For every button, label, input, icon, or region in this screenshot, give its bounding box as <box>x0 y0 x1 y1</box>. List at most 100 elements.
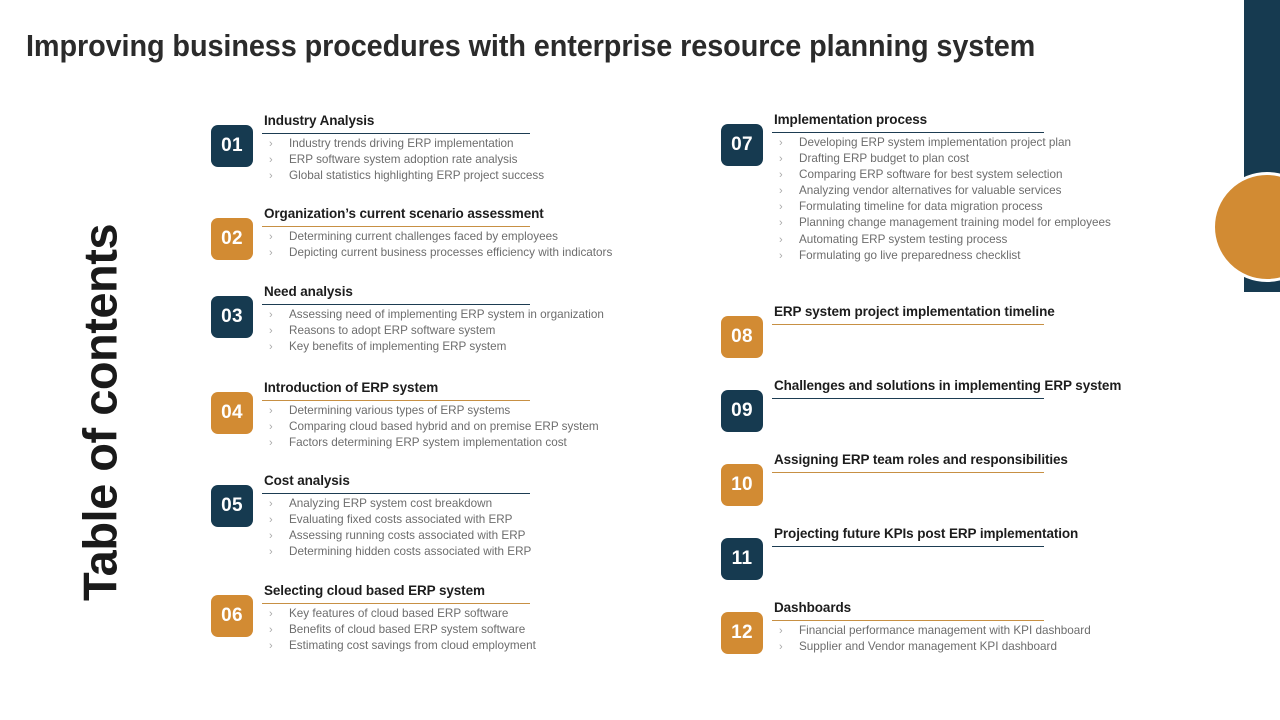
section-title: Organization’s current scenario assessme… <box>264 206 544 221</box>
section-number-badge: 02 <box>211 218 253 260</box>
toc-section-06[interactable]: 06 Selecting cloud based ERP system › Key f… <box>211 583 536 660</box>
list-item[interactable]: › Factors determining ERP system implemen… <box>269 435 599 451</box>
list-item-label: Financial performance management with KP… <box>799 624 1091 637</box>
list-item[interactable]: › ERP software system adoption rate analy… <box>269 152 544 168</box>
list-item[interactable]: › Financial performance management with K… <box>779 623 1091 639</box>
toc-section-07[interactable]: 07 Implementation process › Developing ERP … <box>721 112 1111 270</box>
section-title: Implementation process <box>774 112 928 127</box>
table-of-contents-label: Table of contents <box>73 223 127 602</box>
list-item[interactable]: › Planning change management training mod… <box>779 215 1111 231</box>
list-item-label: Comparing ERP software for best system s… <box>799 168 1063 182</box>
list-item[interactable]: › Key benefits of implementing ERP system <box>269 339 604 355</box>
list-item[interactable]: › Developing ERP system implementation pr… <box>779 135 1111 151</box>
section-number-badge: 06 <box>211 595 253 637</box>
toc-section-10[interactable]: 10 Assigning ERP team roles and responsib… <box>721 452 1068 506</box>
page-title: Improving business procedures with enter… <box>26 28 1036 63</box>
chevron-right-icon: › <box>269 421 273 434</box>
list-item-label: Comparing cloud based hybrid and on prem… <box>289 420 599 434</box>
chevron-right-icon: › <box>269 514 273 527</box>
toc-section-04[interactable]: 04 Introduction of ERP system › Determining… <box>211 380 599 457</box>
toc-section-02[interactable]: 02 Organization’s current scenario assess… <box>211 206 612 267</box>
chevron-right-icon: › <box>269 530 273 543</box>
list-item-label: Determining current challenges faced by … <box>289 230 558 243</box>
list-item-label: Assessing running costs associated with … <box>289 529 526 543</box>
section-bullet-list: › Financial performance management with K… <box>779 623 1091 655</box>
section-number-badge: 12 <box>721 612 763 654</box>
toc-section-03[interactable]: 03 Need analysis › Assessing need of implem… <box>211 284 604 361</box>
chevron-right-icon: › <box>779 201 783 214</box>
list-item[interactable]: › Assessing need of implementing ERP syst… <box>269 307 604 323</box>
list-item-label: Supplier and Vendor management KPI dashb… <box>799 640 1057 654</box>
list-item[interactable]: › Drafting ERP budget to plan cost <box>779 151 1111 167</box>
chevron-right-icon: › <box>269 247 273 260</box>
section-title: Assigning ERP team roles and responsibil… <box>774 452 1068 467</box>
toc-section-09[interactable]: 09 Challenges and solutions in implementi… <box>721 378 1121 432</box>
section-title: Need analysis <box>264 284 353 299</box>
section-number-badge: 05 <box>211 485 253 527</box>
list-item[interactable]: › Key features of cloud based ERP softwar… <box>269 606 536 622</box>
toc-section-05[interactable]: 05 Cost analysis › Analyzing ERP system cos… <box>211 473 531 566</box>
chevron-right-icon: › <box>779 185 783 198</box>
list-item[interactable]: › Determining hidden costs associated wit… <box>269 544 531 560</box>
list-item-label: Evaluating fixed costs associated with E… <box>289 513 513 527</box>
section-bullet-list: › Determining current challenges faced by… <box>269 229 612 261</box>
list-item-label: Benefits of cloud based ERP system softw… <box>289 623 526 637</box>
list-item[interactable]: › Supplier and Vendor management KPI dash… <box>779 639 1091 655</box>
toc-section-08[interactable]: 08 ERP system project implementation time… <box>721 304 1055 358</box>
toc-section-12[interactable]: 12 Dashboards › Financial performance manag… <box>721 600 1091 661</box>
list-item[interactable]: › Comparing ERP software for best system … <box>779 167 1111 183</box>
chevron-right-icon: › <box>269 309 273 321</box>
list-item[interactable]: › Global statistics highlighting ERP proj… <box>269 168 544 184</box>
toc-section-01[interactable]: 01 Industry Analysis › Industry trends driv… <box>211 113 544 190</box>
list-item-label: Industry trends driving ERP implementati… <box>289 137 514 150</box>
list-item-label: Developing ERP system implementation pro… <box>799 136 1071 149</box>
chevron-right-icon: › <box>269 608 273 620</box>
chevron-right-icon: › <box>269 546 273 559</box>
section-divider <box>772 546 1044 547</box>
chevron-right-icon: › <box>269 341 273 354</box>
section-title: Industry Analysis <box>264 113 375 128</box>
section-title: Dashboards <box>774 600 852 615</box>
section-title: Selecting cloud based ERP system <box>264 583 485 598</box>
list-item[interactable]: › Formulating go live preparedness checkl… <box>779 248 1111 264</box>
list-item-label: Drafting ERP budget to plan cost <box>799 152 970 166</box>
list-item[interactable]: › Analyzing ERP system cost breakdown <box>269 496 531 512</box>
section-number-badge: 04 <box>211 392 253 434</box>
toc-section-11[interactable]: 11 Projecting future KPIs post ERP implem… <box>721 526 1078 580</box>
section-title: Introduction of ERP system <box>264 380 439 395</box>
chevron-right-icon: › <box>269 624 273 637</box>
section-title: Challenges and solutions in implementing… <box>774 378 1122 393</box>
list-item[interactable]: › Determining current challenges faced by… <box>269 229 612 245</box>
chevron-right-icon: › <box>779 217 783 230</box>
list-item[interactable]: › Determining various types of ERP system… <box>269 403 599 419</box>
section-number-badge: 08 <box>721 316 763 358</box>
list-item[interactable]: › Automating ERP system testing process <box>779 232 1111 248</box>
list-item[interactable]: › Assessing running costs associated with… <box>269 528 531 544</box>
chevron-right-icon: › <box>779 641 783 654</box>
list-item[interactable]: › Formulating timeline for data migration… <box>779 199 1111 215</box>
list-item[interactable]: › Benefits of cloud based ERP system soft… <box>269 622 536 638</box>
section-divider <box>772 132 1044 133</box>
list-item[interactable]: › Comparing cloud based hybrid and on pre… <box>269 419 599 435</box>
list-item-label: Global statistics highlighting ERP proje… <box>289 169 545 183</box>
section-title: Projecting future KPIs post ERP implemen… <box>774 526 1079 541</box>
list-item[interactable]: › Industry trends driving ERP implementat… <box>269 136 544 152</box>
chevron-right-icon: › <box>779 249 783 262</box>
chevron-right-icon: › <box>779 137 783 149</box>
section-number-badge: 07 <box>721 124 763 166</box>
chevron-right-icon: › <box>269 154 273 167</box>
section-divider <box>772 472 1044 473</box>
section-number-badge: 01 <box>211 125 253 167</box>
list-item[interactable]: › Estimating cost savings from cloud empl… <box>269 638 536 654</box>
list-item[interactable]: › Analyzing vendor alternatives for valua… <box>779 183 1111 199</box>
section-title: ERP system project implementation timeli… <box>774 304 1055 319</box>
section-bullet-list: › Industry trends driving ERP implementat… <box>269 136 544 184</box>
list-item[interactable]: › Depicting current business processes ef… <box>269 245 612 261</box>
list-item-label: Determining hidden costs associated with… <box>289 545 532 559</box>
section-divider <box>772 620 1044 621</box>
list-item-label: Planning change management training mode… <box>799 216 1111 230</box>
list-item-label: Formulating timeline for data migration … <box>799 200 1043 214</box>
list-item[interactable]: › Evaluating fixed costs associated with … <box>269 512 531 528</box>
list-item[interactable]: › Reasons to adopt ERP software system <box>269 323 604 339</box>
decorative-orange-circle <box>1212 172 1280 282</box>
